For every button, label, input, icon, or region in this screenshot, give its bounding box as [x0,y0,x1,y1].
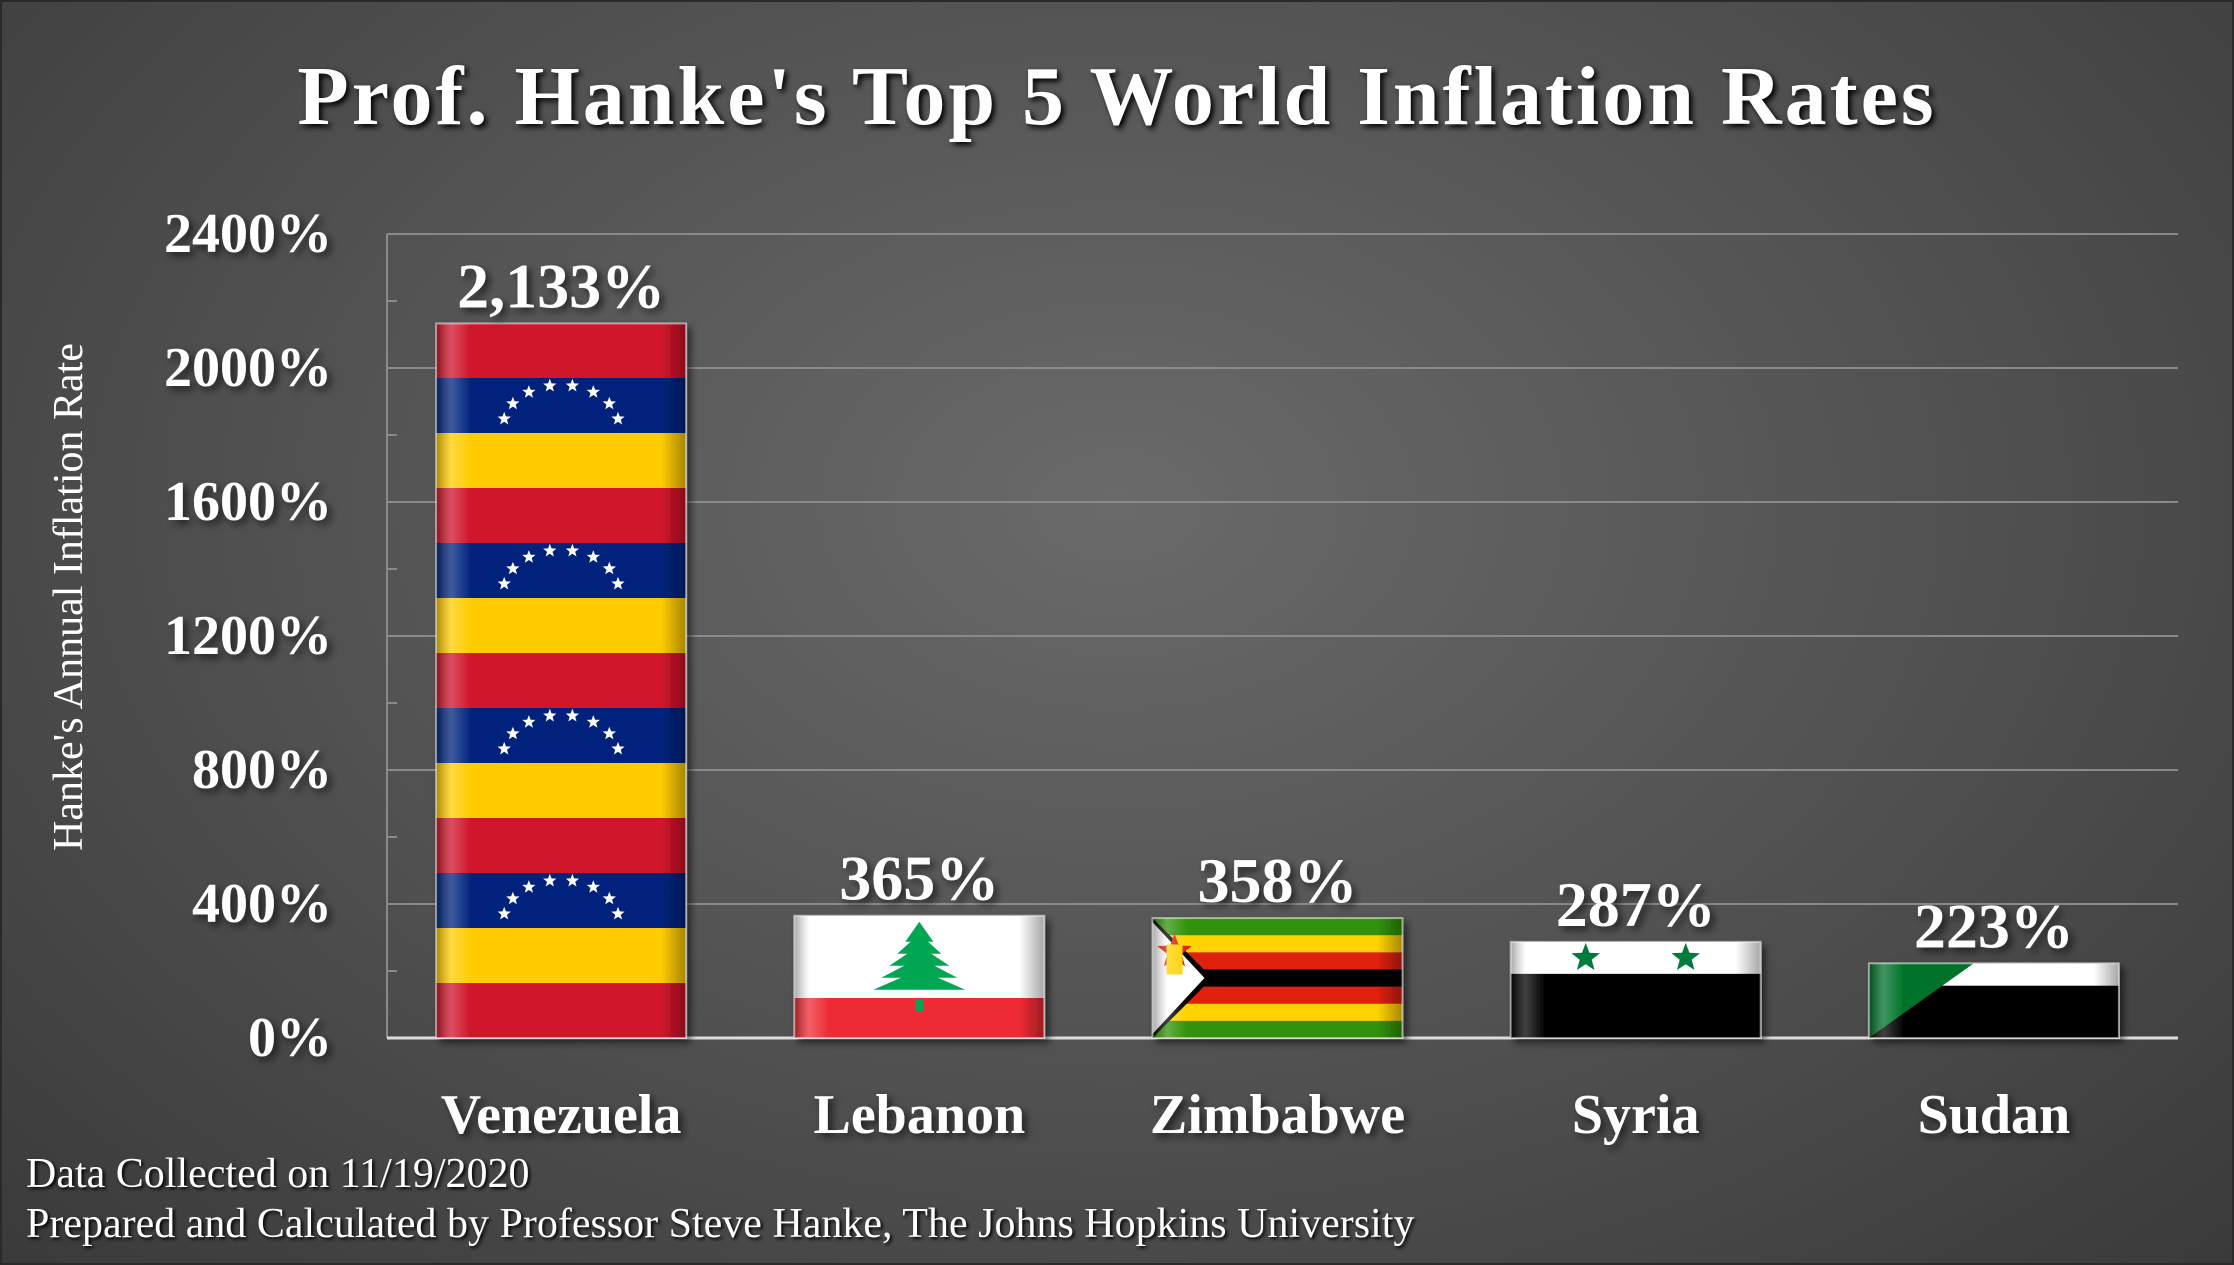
x-tick-label: Syria [1572,1084,1700,1146]
y-tick-label: 1200% [164,605,332,667]
bar-lebanon [793,914,1046,1039]
bar-venezuela [435,322,688,1039]
y-axis-label: Hanke's Annual Inflation Rate [46,343,92,851]
bar-sudan [1867,962,2120,1039]
bar-syria [1509,940,1762,1039]
y-tick-label: 400% [192,873,332,935]
x-tick-label: Sudan [1918,1084,2071,1146]
bar-zimbabwe [1151,917,1404,1040]
footer-date: Data Collected on 11/19/2020 [26,1151,530,1197]
y-tick-label: 800% [192,739,332,801]
data-label: 2,133% [457,250,665,321]
y-tick-label: 2000% [164,337,332,399]
data-label: 365% [839,843,999,914]
chart-title: Prof. Hanke's Top 5 World Inflation Rate… [297,50,1937,143]
data-label: 287% [1556,869,1716,940]
data-label: 223% [1914,890,2074,961]
x-tick-label: Lebanon [813,1084,1025,1146]
footer-credit: Prepared and Calculated by Professor Ste… [26,1201,1415,1247]
y-tick-label: 0% [248,1007,332,1069]
y-tick-label: 2400% [164,203,332,265]
x-tick-label: Zimbabwe [1150,1084,1405,1146]
data-label: 358% [1198,845,1358,916]
x-tick-label: Venezuela [441,1084,682,1146]
y-tick-label: 1600% [164,471,332,533]
